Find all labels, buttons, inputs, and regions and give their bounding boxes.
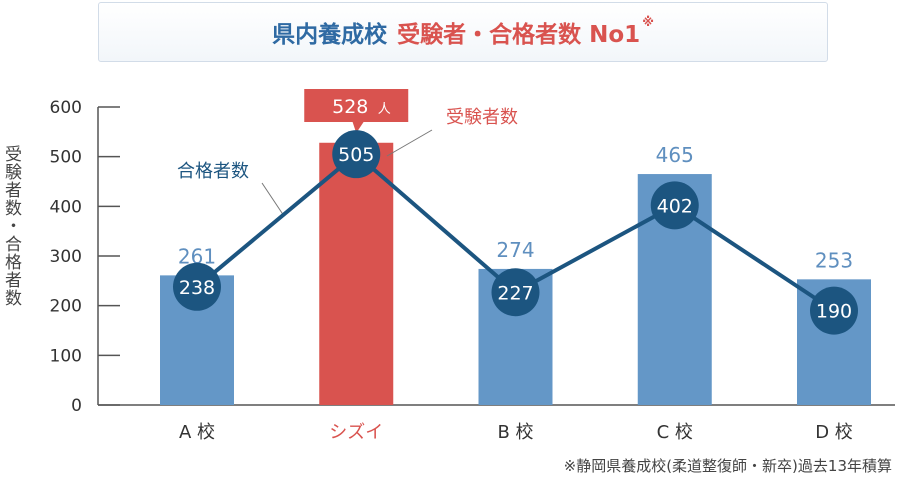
line-series-annotation: 合格者数 [177, 161, 249, 182]
highlight-callout-box [304, 89, 409, 122]
pass-count-label: 505 [338, 144, 374, 166]
pass-count-point [173, 262, 221, 311]
bar-value-label: 465 [656, 143, 694, 167]
y-tick-label: 200 [50, 297, 82, 317]
y-tick-label: 300 [50, 247, 82, 267]
title-schools: 県内養成校 [272, 22, 388, 48]
x-tick-label: C 校 [657, 422, 693, 443]
footnote: ※静岡県養成校(柔道整復師・新卒)過去13年積算 [563, 457, 892, 475]
bar-series-annotation: 受験者数 [446, 107, 518, 128]
y-tick-label: 0 [71, 396, 82, 416]
pass-count-label: 227 [497, 282, 533, 304]
pass-count-point [332, 130, 381, 179]
pass-count-point [491, 268, 540, 317]
pass-count-label: 238 [179, 277, 215, 299]
pass-count-point [810, 286, 858, 335]
pass-count-point [650, 181, 699, 230]
bar-value-label: 274 [496, 238, 534, 262]
x-tick-label: A 校 [179, 422, 215, 443]
bar-value-label: 253 [815, 248, 853, 272]
bar-annotation-leader [386, 129, 433, 157]
line-annotation-leader [261, 182, 285, 217]
chart-title: 県内養成校 受験者・合格者数 No1 ※ [98, 2, 828, 62]
title-note-mark: ※ [642, 15, 654, 29]
y-tick-label: 500 [50, 148, 82, 168]
pass-count-label: 190 [816, 301, 852, 323]
x-tick-label: シズイ [329, 422, 383, 443]
pass-count-label: 402 [657, 195, 693, 217]
y-tick-label: 100 [50, 346, 82, 366]
y-tick-label: 400 [50, 197, 82, 217]
y-tick-label: 600 [50, 98, 82, 118]
x-tick-label: D 校 [815, 422, 853, 443]
highlight-value-label: 528 [332, 96, 368, 118]
highlight-value-unit: 人 [378, 102, 391, 117]
x-tick-label: B 校 [497, 422, 533, 443]
highlight-callout-pointer [352, 121, 365, 133]
title-rank: 受験者・合格者数 No1 [397, 22, 641, 48]
bar [319, 142, 394, 405]
y-axis-label: 受験者数・合格者数 [1, 145, 21, 307]
